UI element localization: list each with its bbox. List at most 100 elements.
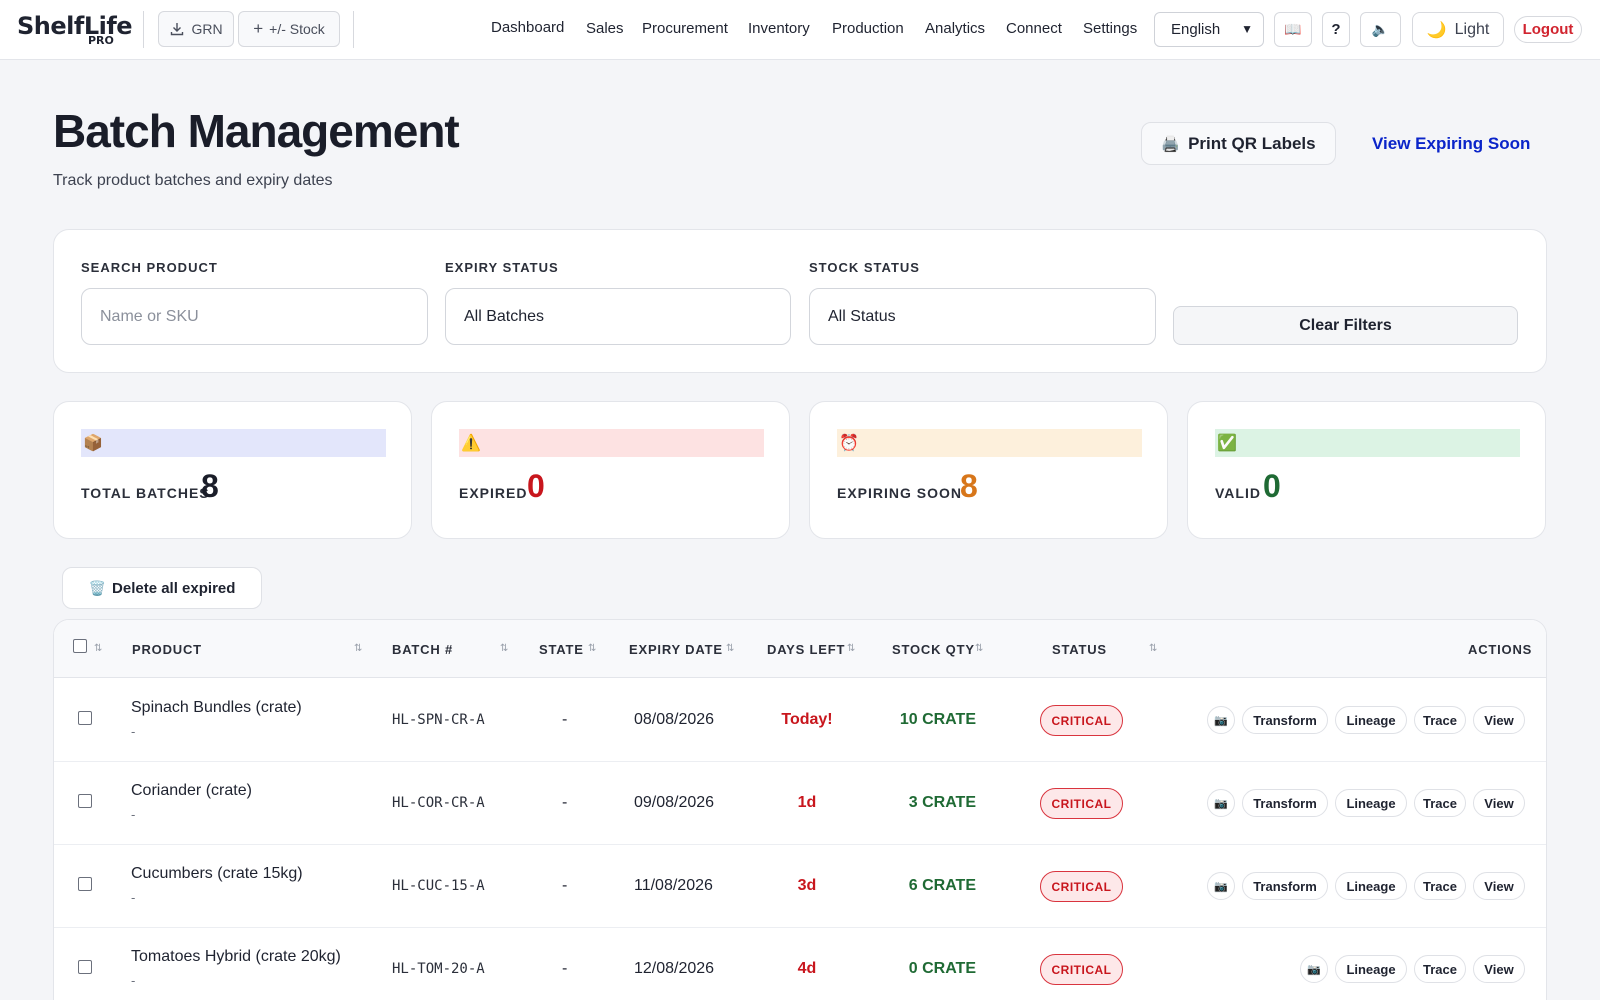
col-days-left[interactable]: DAYS LEFT [767,642,846,657]
expiry-status-label: EXPIRY STATUS [445,260,559,275]
col-batch[interactable]: BATCH # [392,642,453,657]
search-product-label: SEARCH PRODUCT [81,260,218,275]
product-name[interactable]: Cucumbers (crate 15kg) [131,865,303,882]
row-checkbox[interactable] [78,960,92,974]
sort-icon[interactable]: ⇅ [94,643,103,654]
stat-value: 0 [1263,468,1281,504]
clear-filters-button[interactable]: Clear Filters [1173,306,1518,345]
stat-label: TOTAL BATCHES [81,485,210,501]
lineage-button[interactable]: Lineage [1335,872,1407,900]
expiry-date: 08/08/2026 [634,711,715,728]
stat-bar: 📦 [81,429,386,457]
sort-icon[interactable]: ⇅ [354,643,363,654]
row-checkbox[interactable] [78,711,92,725]
stock-qty: 0 CRATE [908,960,976,977]
nav-settings[interactable]: Settings [1083,20,1138,37]
grn-button[interactable]: GRN [158,11,234,47]
sort-icon[interactable]: ⇅ [500,643,509,654]
sort-icon[interactable]: ⇅ [726,643,735,654]
col-status[interactable]: STATUS [1052,642,1107,657]
search-input[interactable]: Name or SKU [81,288,428,345]
search-placeholder: Name or SKU [100,307,199,325]
check-icon: ✅ [1217,435,1237,452]
stock-status-label: STOCK STATUS [809,260,920,275]
camera-icon: 📷 [1214,714,1228,727]
view-label: View [1484,878,1514,894]
status-badge: CRITICAL [1040,954,1123,985]
page-title: Batch Management [53,105,460,157]
help-button[interactable]: ? [1322,12,1350,47]
guide-button[interactable]: 📖 [1274,12,1312,47]
nav-inventory[interactable]: Inventory [748,20,810,37]
nav-procurement[interactable]: Procurement [642,20,728,37]
batch-number: HL-TOM-20-A [392,961,485,977]
moon-icon: 🌙 [1426,21,1447,39]
camera-button[interactable]: 📷 [1300,955,1328,983]
print-qr-labels-button[interactable]: 🖨️ Print QR Labels [1141,122,1336,165]
language-select[interactable]: English ▼ [1154,12,1264,47]
stat-label: EXPIRED [459,485,528,501]
nav-dashboard[interactable]: Dashboard [491,19,565,36]
logo-text: ShelfLife [17,12,133,40]
camera-button[interactable]: 📷 [1207,789,1235,817]
view-button[interactable]: View [1473,789,1525,817]
trace-button[interactable]: Trace [1414,955,1466,983]
sort-icon[interactable]: ⇅ [975,643,984,654]
product-name[interactable]: Tomatoes Hybrid (crate 20kg) [131,948,341,965]
stock-adjust-button[interactable]: + +/- Stock [238,11,340,47]
col-expiry-date[interactable]: EXPIRY DATE [629,642,723,657]
clear-filters-label: Clear Filters [1299,316,1392,334]
logout-button[interactable]: Logout [1514,16,1582,43]
days-left: 1d [797,794,817,811]
col-state[interactable]: STATE [539,642,584,657]
lineage-button[interactable]: Lineage [1335,706,1407,734]
sound-button[interactable]: 🔈 [1360,12,1401,47]
camera-button[interactable]: 📷 [1207,706,1235,734]
trace-button[interactable]: Trace [1414,872,1466,900]
sort-icon[interactable]: ⇅ [1149,643,1158,654]
select-all-checkbox[interactable] [73,639,87,653]
logo-sub: PRO [88,34,114,47]
plus-icon: + [253,19,264,38]
camera-button[interactable]: 📷 [1207,872,1235,900]
lineage-label: Lineage [1346,712,1396,728]
trace-button[interactable]: Trace [1414,789,1466,817]
transform-button[interactable]: Transform [1242,789,1328,817]
nav-connect[interactable]: Connect [1006,20,1062,37]
expiry-status-select[interactable]: All Batches [445,288,791,345]
status-badge: CRITICAL [1040,871,1123,902]
trace-button[interactable]: Trace [1414,706,1466,734]
view-label: View [1484,795,1514,811]
page-subtitle: Track product batches and expiry dates [53,172,333,189]
status-text: CRITICAL [1051,713,1112,728]
lineage-button[interactable]: Lineage [1335,955,1407,983]
view-button[interactable]: View [1473,955,1525,983]
product-name[interactable]: Coriander (crate) [131,782,252,799]
product-name[interactable]: Spinach Bundles (crate) [131,699,302,716]
stock-status-select[interactable]: All Status [809,288,1156,345]
transform-button[interactable]: Transform [1242,872,1328,900]
transform-button[interactable]: Transform [1242,706,1328,734]
theme-toggle[interactable]: 🌙 Light [1412,12,1504,47]
trace-label: Trace [1423,878,1457,894]
view-button[interactable]: View [1473,872,1525,900]
product-sub: - [131,890,136,905]
view-expiring-soon-link[interactable]: View Expiring Soon [1372,134,1531,153]
view-label: View [1484,712,1514,728]
col-stock-qty[interactable]: STOCK QTY [892,642,975,657]
app-logo[interactable]: ShelfLife PRO [17,12,133,48]
nav-analytics[interactable]: Analytics [925,20,986,37]
delete-all-expired-button[interactable]: 🗑️ Delete all expired [62,567,262,609]
row-checkbox[interactable] [78,794,92,808]
nav-sales[interactable]: Sales [586,20,624,37]
sort-icon[interactable]: ⇅ [588,643,597,654]
status-text: CRITICAL [1051,879,1112,894]
trace-label: Trace [1423,795,1457,811]
row-checkbox[interactable] [78,877,92,891]
nav-production[interactable]: Production [832,20,904,37]
sort-icon[interactable]: ⇅ [847,643,856,654]
view-button[interactable]: View [1473,706,1525,734]
lineage-button[interactable]: Lineage [1335,789,1407,817]
batch-table: ⇅ PRODUCT ⇅ BATCH # ⇅ STATE ⇅ EXPIRY DAT… [53,619,1547,1000]
col-product[interactable]: PRODUCT [132,642,202,657]
